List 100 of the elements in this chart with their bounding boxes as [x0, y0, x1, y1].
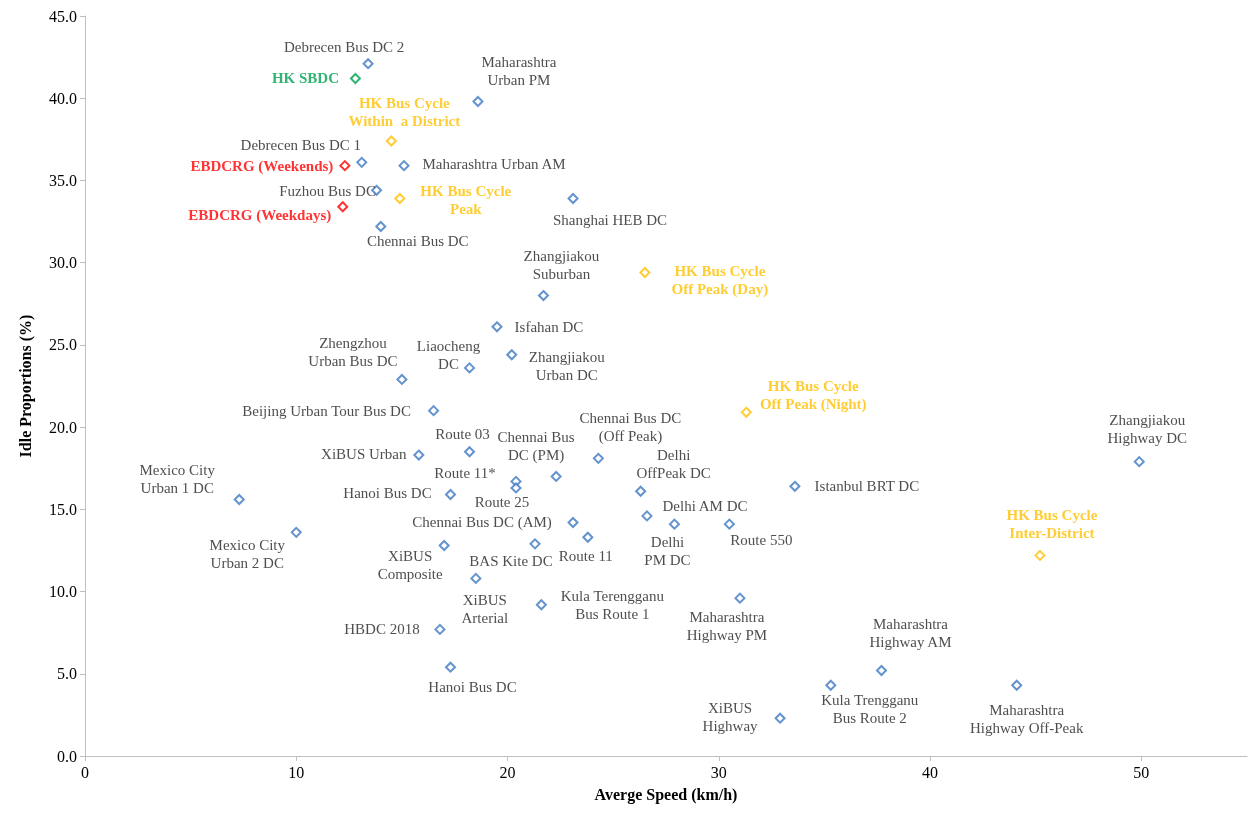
- point: [413, 449, 425, 461]
- point: [567, 516, 579, 528]
- y-tick-label: 15.0: [49, 500, 77, 518]
- point: [550, 470, 562, 482]
- point: [639, 267, 651, 279]
- x-tick-label: 10: [288, 763, 305, 781]
- data-label: Maharashtra Highway AM: [869, 616, 952, 651]
- data-label: Maharashtra Highway Off-Peak: [969, 702, 1084, 737]
- point: [510, 482, 522, 494]
- point: [375, 220, 387, 232]
- x-tick-label: 50: [1133, 763, 1150, 781]
- point: [734, 592, 746, 604]
- data-label: Delhi OffPeak DC: [636, 447, 711, 482]
- data-label: Fuzhou Bus DC: [279, 183, 376, 200]
- data-label: HBDC 2018: [344, 621, 420, 638]
- point: [567, 193, 579, 205]
- data-label: Route 03: [435, 425, 490, 442]
- point: [464, 362, 476, 374]
- point: [491, 321, 503, 333]
- point: [438, 540, 450, 552]
- point: [472, 96, 484, 108]
- data-label: HK Bus Cycle Off Peak (Day): [671, 262, 769, 298]
- point: [396, 373, 408, 385]
- data-label: Route 25: [474, 493, 530, 510]
- data-label: BAS Kite DC: [469, 552, 553, 569]
- y-tick-label: 45.0: [49, 7, 77, 25]
- data-label: Chennai Bus DC (Off Peak): [579, 410, 682, 446]
- point: [445, 489, 456, 501]
- point: [582, 531, 594, 543]
- data-label: Debrecen Bus DC 1: [240, 137, 361, 154]
- y-tick-label: 30.0: [49, 254, 77, 272]
- x-axis-title: Averge Speed (km/h): [594, 785, 738, 804]
- point: [774, 712, 786, 724]
- data-label: Route 11*: [434, 465, 496, 482]
- x-tick-label: 40: [922, 763, 939, 781]
- data-label: Maharashtra Urban AM: [422, 155, 566, 172]
- data-label: Shanghai HEB DC: [552, 211, 668, 228]
- point: [1034, 549, 1046, 561]
- y-tick-label: 10.0: [49, 583, 77, 601]
- y-tick-label: 40.0: [49, 89, 77, 107]
- data-label: Liaocheng DC: [416, 337, 481, 372]
- point: [445, 661, 456, 673]
- point: [339, 160, 351, 172]
- point: [723, 518, 735, 530]
- point: [641, 510, 653, 522]
- point: [592, 452, 604, 464]
- y-axis-title: Idle Proportions (%): [16, 314, 35, 458]
- data-label: Kula Trengganu Bus Route 2: [821, 692, 919, 727]
- point: [233, 493, 245, 505]
- data-label: EBDCRG (Weekdays): [188, 206, 332, 224]
- data-label: Maharashtra Urban PM: [481, 53, 557, 88]
- data-label: Zhangjiakou Suburban: [523, 247, 600, 282]
- point: [428, 405, 440, 417]
- data-label: Zhengzhou Urban Bus DC: [308, 335, 398, 370]
- point: [1011, 679, 1023, 691]
- data-label: Chennai Bus DC (AM): [412, 514, 552, 532]
- x-tick-label: 30: [710, 763, 727, 781]
- point: [398, 160, 410, 172]
- y-tick-label: 25.0: [49, 336, 77, 354]
- point: [635, 485, 647, 497]
- y-tick-label: 20.0: [49, 418, 77, 436]
- data-label: Route 11: [558, 548, 613, 565]
- point: [825, 679, 837, 691]
- x-tick-label: 0: [81, 763, 89, 781]
- point: [385, 135, 397, 147]
- point: [349, 72, 361, 84]
- data-label: Mexico City Urban 1 DC: [139, 462, 216, 497]
- point: [394, 193, 406, 205]
- data-label: Beijing Urban Tour Bus DC: [242, 402, 411, 419]
- point: [529, 538, 541, 550]
- point: [290, 526, 302, 538]
- point: [337, 201, 349, 213]
- data-label: HK Bus Cycle Off Peak (Night): [759, 378, 867, 414]
- point: [434, 623, 446, 635]
- data-label: Zhangjiakou Urban DC: [528, 348, 606, 383]
- data-label: Delhi PM DC: [644, 534, 691, 569]
- point: [1133, 456, 1145, 468]
- point: [789, 480, 801, 492]
- data-label: Hanoi Bus DC: [343, 484, 432, 501]
- data-label: XiBUS Composite: [377, 547, 443, 582]
- point: [470, 572, 482, 584]
- point: [464, 446, 476, 458]
- x-tick-label: 20: [499, 763, 516, 781]
- data-label: HK Bus Cycle Peak: [420, 182, 512, 217]
- data-label: Mexico City Urban 2 DC: [209, 537, 286, 572]
- data-label: Chennai Bus DC (PM): [497, 429, 575, 465]
- data-label: Zhangjiakou Highway DC: [1107, 411, 1188, 446]
- y-tick-label: 35.0: [49, 171, 77, 189]
- data-label: Isfahan DC: [514, 318, 584, 335]
- data-label: Maharashtra Highway PM: [686, 609, 768, 644]
- data-label: EBDCRG (Weekends): [190, 157, 334, 175]
- point: [537, 290, 549, 302]
- point: [535, 599, 547, 611]
- point: [506, 349, 518, 361]
- data-label: HK Bus Cycle Inter-District: [1006, 507, 1098, 542]
- point: [356, 156, 368, 168]
- point: [668, 518, 680, 530]
- data-label: XiBUS Arterial: [461, 592, 509, 627]
- data-label: Istanbul BRT DC: [814, 478, 920, 495]
- data-label: XiBUS Highway: [702, 700, 759, 735]
